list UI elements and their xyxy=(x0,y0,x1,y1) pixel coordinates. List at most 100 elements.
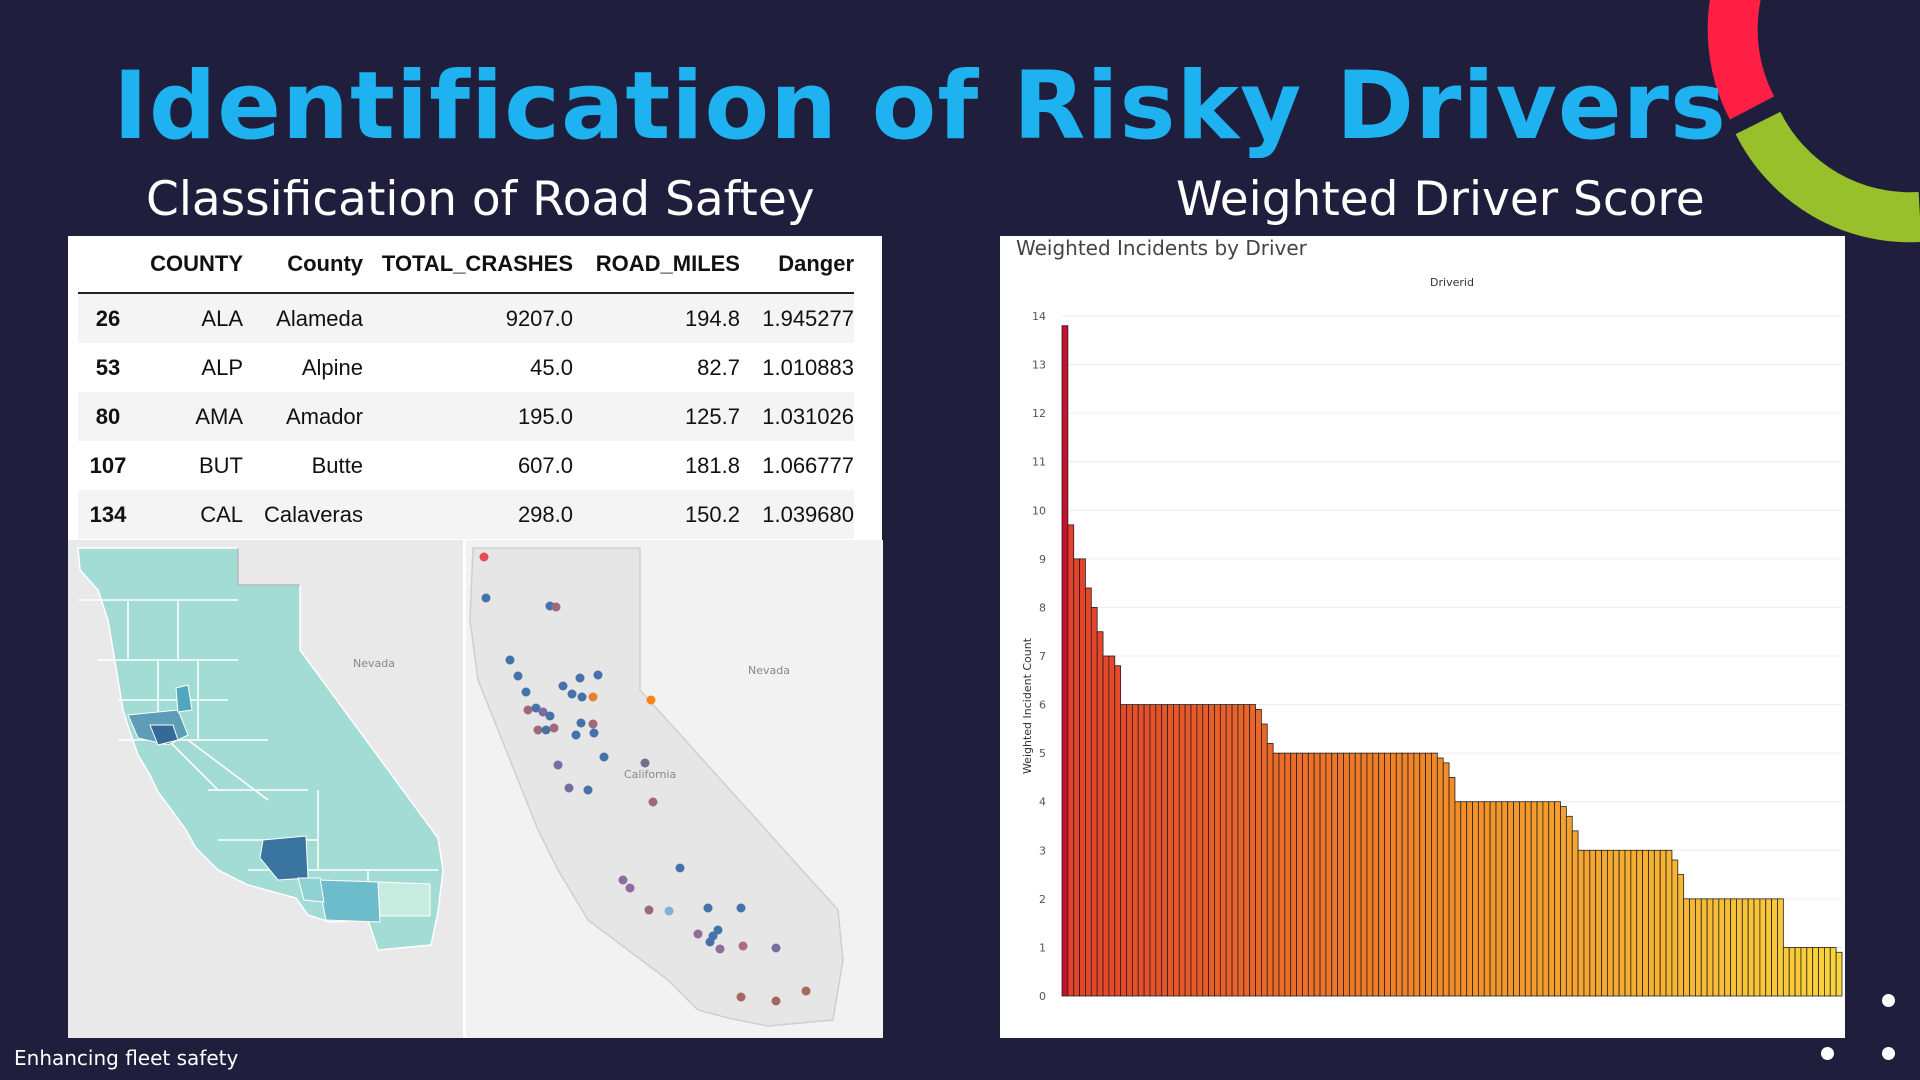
crash-points xyxy=(479,552,811,1006)
driver-bar xyxy=(1771,898,1778,997)
driver-bar xyxy=(1477,801,1485,997)
table-cell: 195.0 xyxy=(363,392,573,441)
driver-bar xyxy=(1565,815,1573,997)
map-point xyxy=(599,752,609,762)
maps-svg: Nevada Nevada California xyxy=(68,540,883,1038)
y-tick-label: 1 xyxy=(1039,941,1046,954)
driver-bar xyxy=(1554,801,1561,997)
decorative-arcs xyxy=(1707,0,1920,243)
map-point xyxy=(693,929,703,939)
driver-bar xyxy=(1589,849,1597,997)
driver-bar xyxy=(1126,704,1133,997)
driver-bar xyxy=(1272,752,1280,997)
driver-bar xyxy=(1155,704,1163,997)
map-point xyxy=(479,552,489,562)
y-tick-label: 11 xyxy=(1032,456,1046,469)
decorative-dot xyxy=(1882,1047,1895,1060)
table-cell: 134 xyxy=(78,490,138,539)
driver-bar xyxy=(1694,898,1702,997)
driver-bar xyxy=(1249,704,1256,997)
driver-bar xyxy=(1131,704,1139,997)
driver-bar xyxy=(1137,704,1145,997)
driver-bar xyxy=(1296,752,1303,997)
table-cell: 298.0 xyxy=(363,490,573,539)
map-point xyxy=(523,705,533,715)
california-choropleth xyxy=(77,547,444,951)
driver-bar xyxy=(1788,947,1796,997)
map-point xyxy=(618,875,628,885)
county-sacramento xyxy=(175,684,193,713)
driver-bar xyxy=(1665,849,1673,997)
driver-bar xyxy=(1190,704,1198,997)
table-cell: 9207.0 xyxy=(363,293,573,343)
table-cell: Alpine xyxy=(301,354,363,380)
driver-bar xyxy=(1542,801,1550,997)
driver-bar xyxy=(1167,704,1174,997)
table-cell: 1.031026 xyxy=(740,392,854,441)
driver-bar xyxy=(1824,947,1831,997)
driver-bar xyxy=(1290,752,1297,997)
driver-bar xyxy=(1231,704,1239,997)
right-section-title: Weighted Driver Score xyxy=(1176,172,1705,227)
map-point xyxy=(558,681,568,691)
driver-bar xyxy=(1090,607,1098,997)
table-cell: 125.7 xyxy=(573,392,740,441)
table-row: 107 BUT Butte 607.0 181.8 1.066777 xyxy=(78,441,854,490)
map-point xyxy=(771,943,781,953)
right-map-nevada-label: Nevada xyxy=(748,664,790,677)
table-cell: Amador xyxy=(243,392,363,441)
driver-bar xyxy=(1436,757,1444,997)
driver-bar xyxy=(1307,752,1315,997)
driver-bar xyxy=(1184,704,1192,997)
driver-bar xyxy=(1366,752,1374,997)
driver-score-chart-panel: Weighted Incidents by Driver Driverid We… xyxy=(1000,236,1845,1038)
y-tick-label: 12 xyxy=(1032,407,1046,420)
right-map-california-shape xyxy=(469,547,844,1027)
driver-bar xyxy=(1219,704,1227,997)
decorative-dot xyxy=(1882,994,1895,1007)
driver-bar xyxy=(1700,898,1708,997)
driver-bar xyxy=(1759,898,1767,997)
driver-bar xyxy=(1079,558,1086,997)
driver-bar xyxy=(1495,801,1503,997)
table-cell: 1.066777 xyxy=(762,452,854,478)
y-tick-label: 14 xyxy=(1032,310,1046,323)
driver-bar xyxy=(1378,752,1385,997)
driver-bar xyxy=(1571,830,1579,997)
map-point xyxy=(736,903,746,913)
driver-bar xyxy=(1530,801,1538,997)
driver-bar xyxy=(1753,898,1761,997)
driver-bar xyxy=(1260,723,1268,997)
table-row: 53 ALP Alpine 45.0 82.7 1.010883 xyxy=(78,343,854,392)
table-cell: 1.945277 xyxy=(740,293,854,343)
map-point xyxy=(505,655,515,665)
table-row: 134 CAL Calaveras 298.0 150.2 1.039680 xyxy=(78,490,854,539)
footer-text: Enhancing fleet safety xyxy=(14,1046,239,1070)
county-table-panel: COUNTY County TOTAL_CRASHES ROAD_MILES D… xyxy=(68,236,882,540)
driver-bar xyxy=(1407,752,1415,997)
driver-bar xyxy=(1395,752,1403,997)
driver-bar xyxy=(1612,849,1620,997)
map-point xyxy=(583,785,593,795)
driver-bar xyxy=(1460,801,1468,997)
driver-bar xyxy=(1214,704,1221,997)
left-section-title: Classification of Road Saftey xyxy=(146,172,815,227)
deco-green-arc xyxy=(1735,111,1920,243)
driver-bar xyxy=(1149,704,1157,997)
driver-bar xyxy=(1812,947,1819,997)
driver-bar xyxy=(1425,752,1432,997)
table-cell: ALA xyxy=(138,293,243,343)
map-point xyxy=(545,711,555,721)
county-imperial xyxy=(377,881,431,917)
map-point xyxy=(801,986,811,996)
y-tick-label: 6 xyxy=(1039,699,1046,712)
map-point xyxy=(593,670,603,680)
driver-bar xyxy=(1489,801,1497,997)
driver-bar xyxy=(1607,849,1614,997)
driver-bar xyxy=(1202,704,1210,997)
driver-bar xyxy=(1683,898,1690,997)
map-point xyxy=(736,992,746,1002)
driver-bar xyxy=(1319,752,1327,997)
driver-bar xyxy=(1390,752,1397,997)
